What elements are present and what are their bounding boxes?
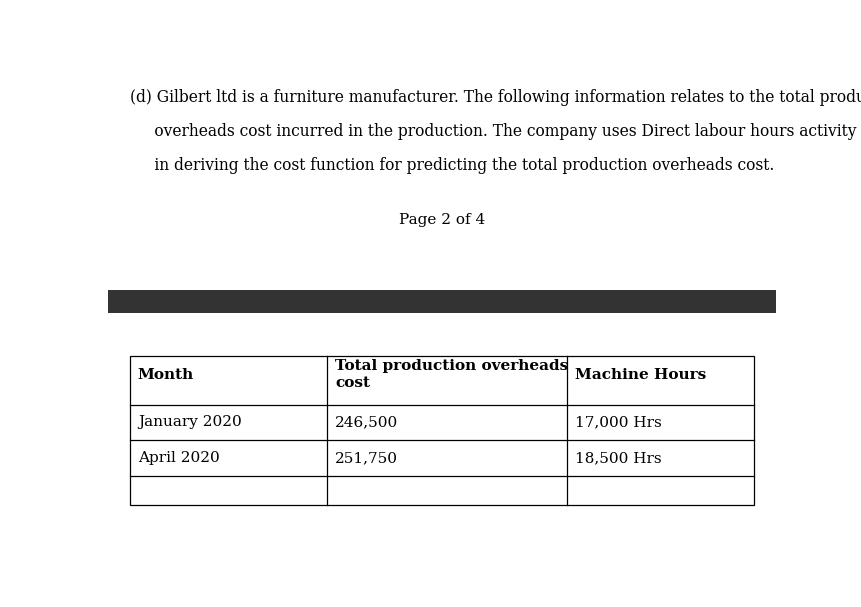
Text: Total production overheads
cost: Total production overheads cost — [334, 359, 567, 390]
Text: in deriving the cost function for predicting the total production overheads cost: in deriving the cost function for predic… — [130, 157, 773, 174]
Text: 18,500 Hrs: 18,500 Hrs — [575, 451, 661, 465]
FancyBboxPatch shape — [108, 290, 775, 313]
Text: Month: Month — [138, 368, 194, 382]
Text: 251,750: 251,750 — [334, 451, 398, 465]
Text: April 2020: April 2020 — [138, 451, 220, 465]
Text: January 2020: January 2020 — [138, 415, 241, 429]
Text: 246,500: 246,500 — [334, 415, 398, 429]
Text: (d) Gilbert ltd is a furniture manufacturer. The following information relates t: (d) Gilbert ltd is a furniture manufactu… — [130, 89, 861, 106]
Text: Page 2 of 4: Page 2 of 4 — [398, 213, 485, 227]
Text: overheads cost incurred in the production. The company uses Direct labour hours : overheads cost incurred in the productio… — [130, 123, 861, 140]
Text: 17,000 Hrs: 17,000 Hrs — [575, 415, 661, 429]
FancyBboxPatch shape — [130, 356, 753, 504]
Text: Machine Hours: Machine Hours — [575, 368, 706, 382]
